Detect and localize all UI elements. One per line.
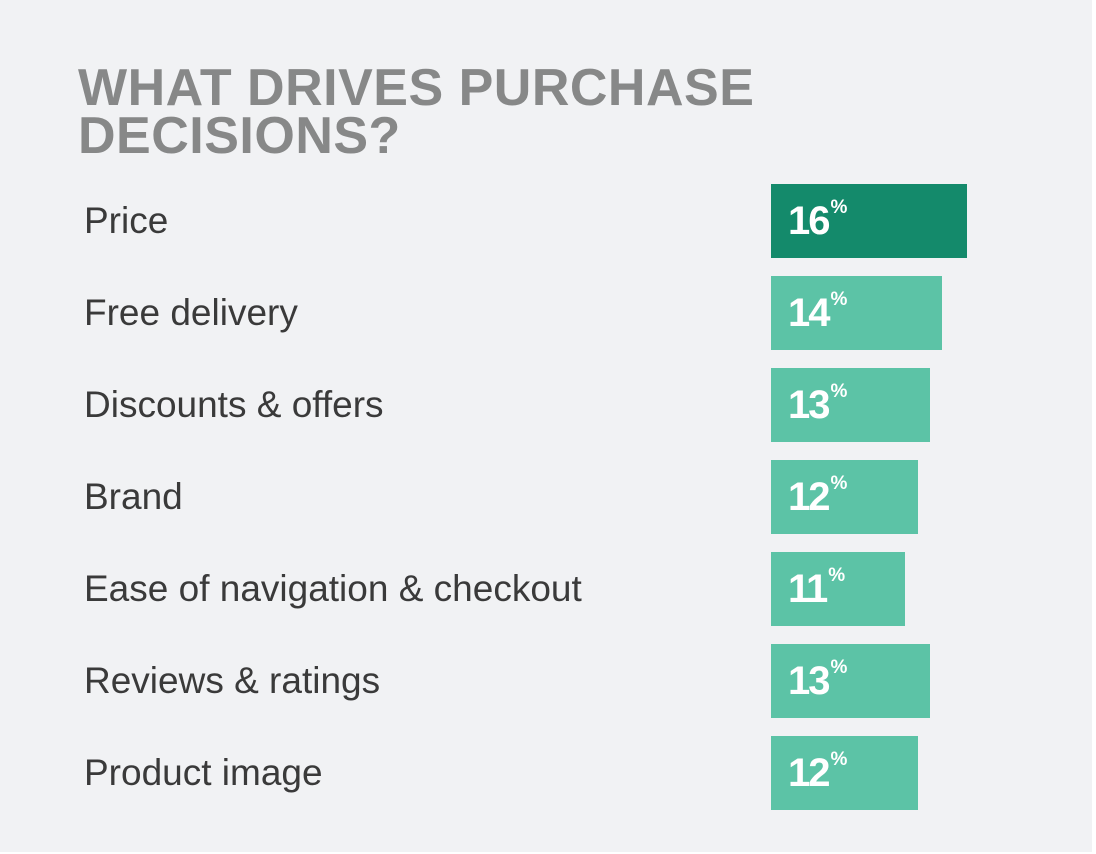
percent-sign: % <box>830 473 848 494</box>
chart-title-line-1: WHAT DRIVES PURCHASE <box>78 59 755 117</box>
bar-value-number: 13 <box>788 383 830 427</box>
bar-value-label: 12% <box>788 460 847 534</box>
bar <box>771 184 967 258</box>
bar-value-label: 12% <box>788 736 847 810</box>
percent-sign: % <box>830 381 848 402</box>
bar-value-number: 16 <box>788 199 830 243</box>
bar <box>771 460 918 534</box>
category-label: Discounts & offers <box>84 384 384 425</box>
percent-sign: % <box>830 289 848 310</box>
bar <box>771 644 930 718</box>
category-label: Brand <box>84 476 183 517</box>
category-label: Ease of navigation & checkout <box>84 568 582 609</box>
bar-value-label: 11% <box>788 552 845 626</box>
bar-value-number: 14 <box>788 291 830 335</box>
category-label: Product image <box>84 752 323 793</box>
bar-value-number: 11 <box>788 567 828 611</box>
category-label: Price <box>84 200 169 241</box>
category-label: Reviews & ratings <box>84 660 381 701</box>
chart-title: WHAT DRIVES PURCHASE DECISIONS? <box>78 59 978 165</box>
percent-sign: % <box>830 197 848 218</box>
bar-value-label: 14% <box>788 276 847 350</box>
bar-value-number: 12 <box>788 475 830 519</box>
chart-title-line-2: DECISIONS? <box>78 107 401 165</box>
bar-value-number: 13 <box>788 659 830 703</box>
bar-value-number: 12 <box>788 751 830 795</box>
bar <box>771 368 930 442</box>
percent-sign: % <box>828 565 846 586</box>
bar-value-label: 13% <box>788 368 847 442</box>
bar <box>771 736 918 810</box>
bar <box>771 552 905 626</box>
bar <box>771 276 942 350</box>
bar-value-label: 13% <box>788 644 847 718</box>
bar-value-label: 16% <box>788 184 847 258</box>
percent-sign: % <box>830 749 848 770</box>
category-label: Free delivery <box>84 292 298 333</box>
percent-sign: % <box>830 657 848 678</box>
